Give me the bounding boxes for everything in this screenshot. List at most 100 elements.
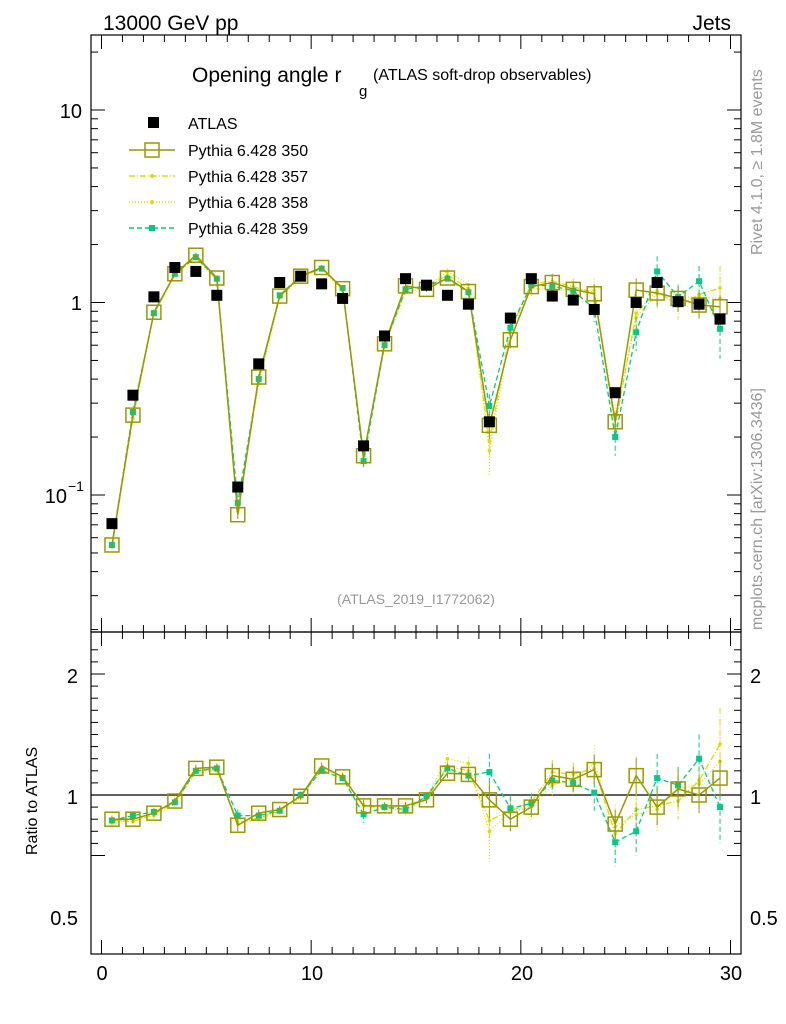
ratio-point [544,767,561,784]
ratio-point [718,742,722,746]
atlas-data-point [337,292,349,304]
atlas-data-point [190,265,202,277]
atlas-data-point [693,298,705,310]
ratio-panel-frame [90,631,742,955]
ratio-point [628,767,644,784]
legend-marker-350 [144,142,160,158]
data-point [634,311,638,315]
ratio-tick-label-right-1: 1 [750,787,761,809]
ratio-tick-label-left-2: 2 [67,666,78,688]
legend-label-357: Pythia 6.428 357 [188,169,308,186]
ratio-point [271,801,288,818]
y-tick-label-10: 10 [60,101,82,123]
ratio-point [250,805,267,821]
ratio-point [209,759,225,775]
ratio-point [487,829,492,834]
legend: ATLAS Pythia 6.428 350 Pythia 6.428 357 … [129,116,308,238]
ratio-point [125,811,141,827]
header-left: 13000 GeV pp [103,12,238,35]
ratio-point [334,769,351,785]
atlas-data-point [462,298,474,310]
ratio-point [466,761,471,766]
series-line-Pythia-6.428-350 [111,254,721,546]
ratio-line-Pythia-6.428-357 [111,743,721,835]
atlas-data-point [588,303,600,315]
ratio-line-Pythia-6.428-350 [112,765,721,827]
legend-label-350: Pythia 6.428 350 [188,143,308,160]
ratio-tick-label-right-0.5: 0.5 [750,908,778,930]
data-point [234,499,241,506]
data-point [486,402,493,409]
atlas-data-point [211,289,223,301]
y-tick-label-0.1: 10 [45,486,67,508]
ratio-tick-label-left-1: 1 [67,787,78,809]
data-point [612,434,619,441]
atlas-data-point [483,416,495,428]
data-point [586,286,602,302]
data-point [502,332,519,348]
ratio-point [439,765,456,781]
atlas-data-point [253,358,265,370]
legend-marker-atlas [148,117,159,128]
ratio-point [481,792,498,808]
ratio-point [460,766,477,783]
data-point [439,270,456,286]
atlas-data-point [379,330,391,342]
ratio-point [376,798,393,814]
legend-marker-357 [150,174,154,178]
data-point [460,283,477,300]
ratio-point [360,811,367,818]
ratio-point [292,788,309,804]
data-point [691,297,707,313]
series-line-Pythia-6.428-359 [111,256,721,546]
ratio-point [717,804,724,811]
data-point [654,268,661,275]
atlas-data-point [525,273,537,285]
x-tick-label-30: 30 [720,963,742,985]
atlas-data-point [295,270,307,282]
rivet-version-label: Rivet 4.1.0, ≥ 1.8M events [749,69,766,255]
analysis-id: (ATLAS_2019_I1772062) [337,591,495,607]
site-reference-label: mcplots.cern.ch [arXiv:1306.3436] [749,388,766,630]
ratio-point [318,767,325,774]
ratio-point [313,758,330,774]
atlas-data-point [358,440,370,452]
data-point [507,324,514,331]
chart-title-subscript: g [359,83,367,100]
atlas-data-point [672,296,684,308]
atlas-data-point [420,279,432,291]
y-tick-label-exponent: −1 [68,478,84,494]
ratio-point [654,775,661,782]
x-tick-label-10: 10 [301,963,323,985]
ratio-point [691,787,707,803]
ratio-point [418,792,435,808]
ratio-point [565,771,582,788]
data-point [104,537,120,553]
ratio-point [234,812,241,819]
atlas-data-point [714,313,726,325]
data-point [292,268,309,284]
data-point [487,439,492,444]
ratio-point [397,798,414,814]
legend-label-358: Pythia 6.428 358 [188,195,308,212]
atlas-data-point [169,261,181,273]
data-point [607,414,623,430]
x-tick-label-20: 20 [511,963,533,985]
ratio-point [586,761,602,778]
data-point [125,407,141,423]
ratio-point [146,805,162,821]
ratio-point [607,816,623,832]
atlas-data-point [106,518,118,530]
x-tick-label-0: 0 [96,963,107,985]
legend-marker-359 [149,225,155,231]
ratio-point [612,839,619,846]
ratio-point [591,789,598,796]
data-point [230,506,246,523]
ratio-point [167,793,183,809]
ratio-point [649,799,665,815]
ratio-point [633,828,640,835]
atlas-data-point [232,481,244,493]
ratio-point [487,818,492,823]
data-point [271,288,288,304]
